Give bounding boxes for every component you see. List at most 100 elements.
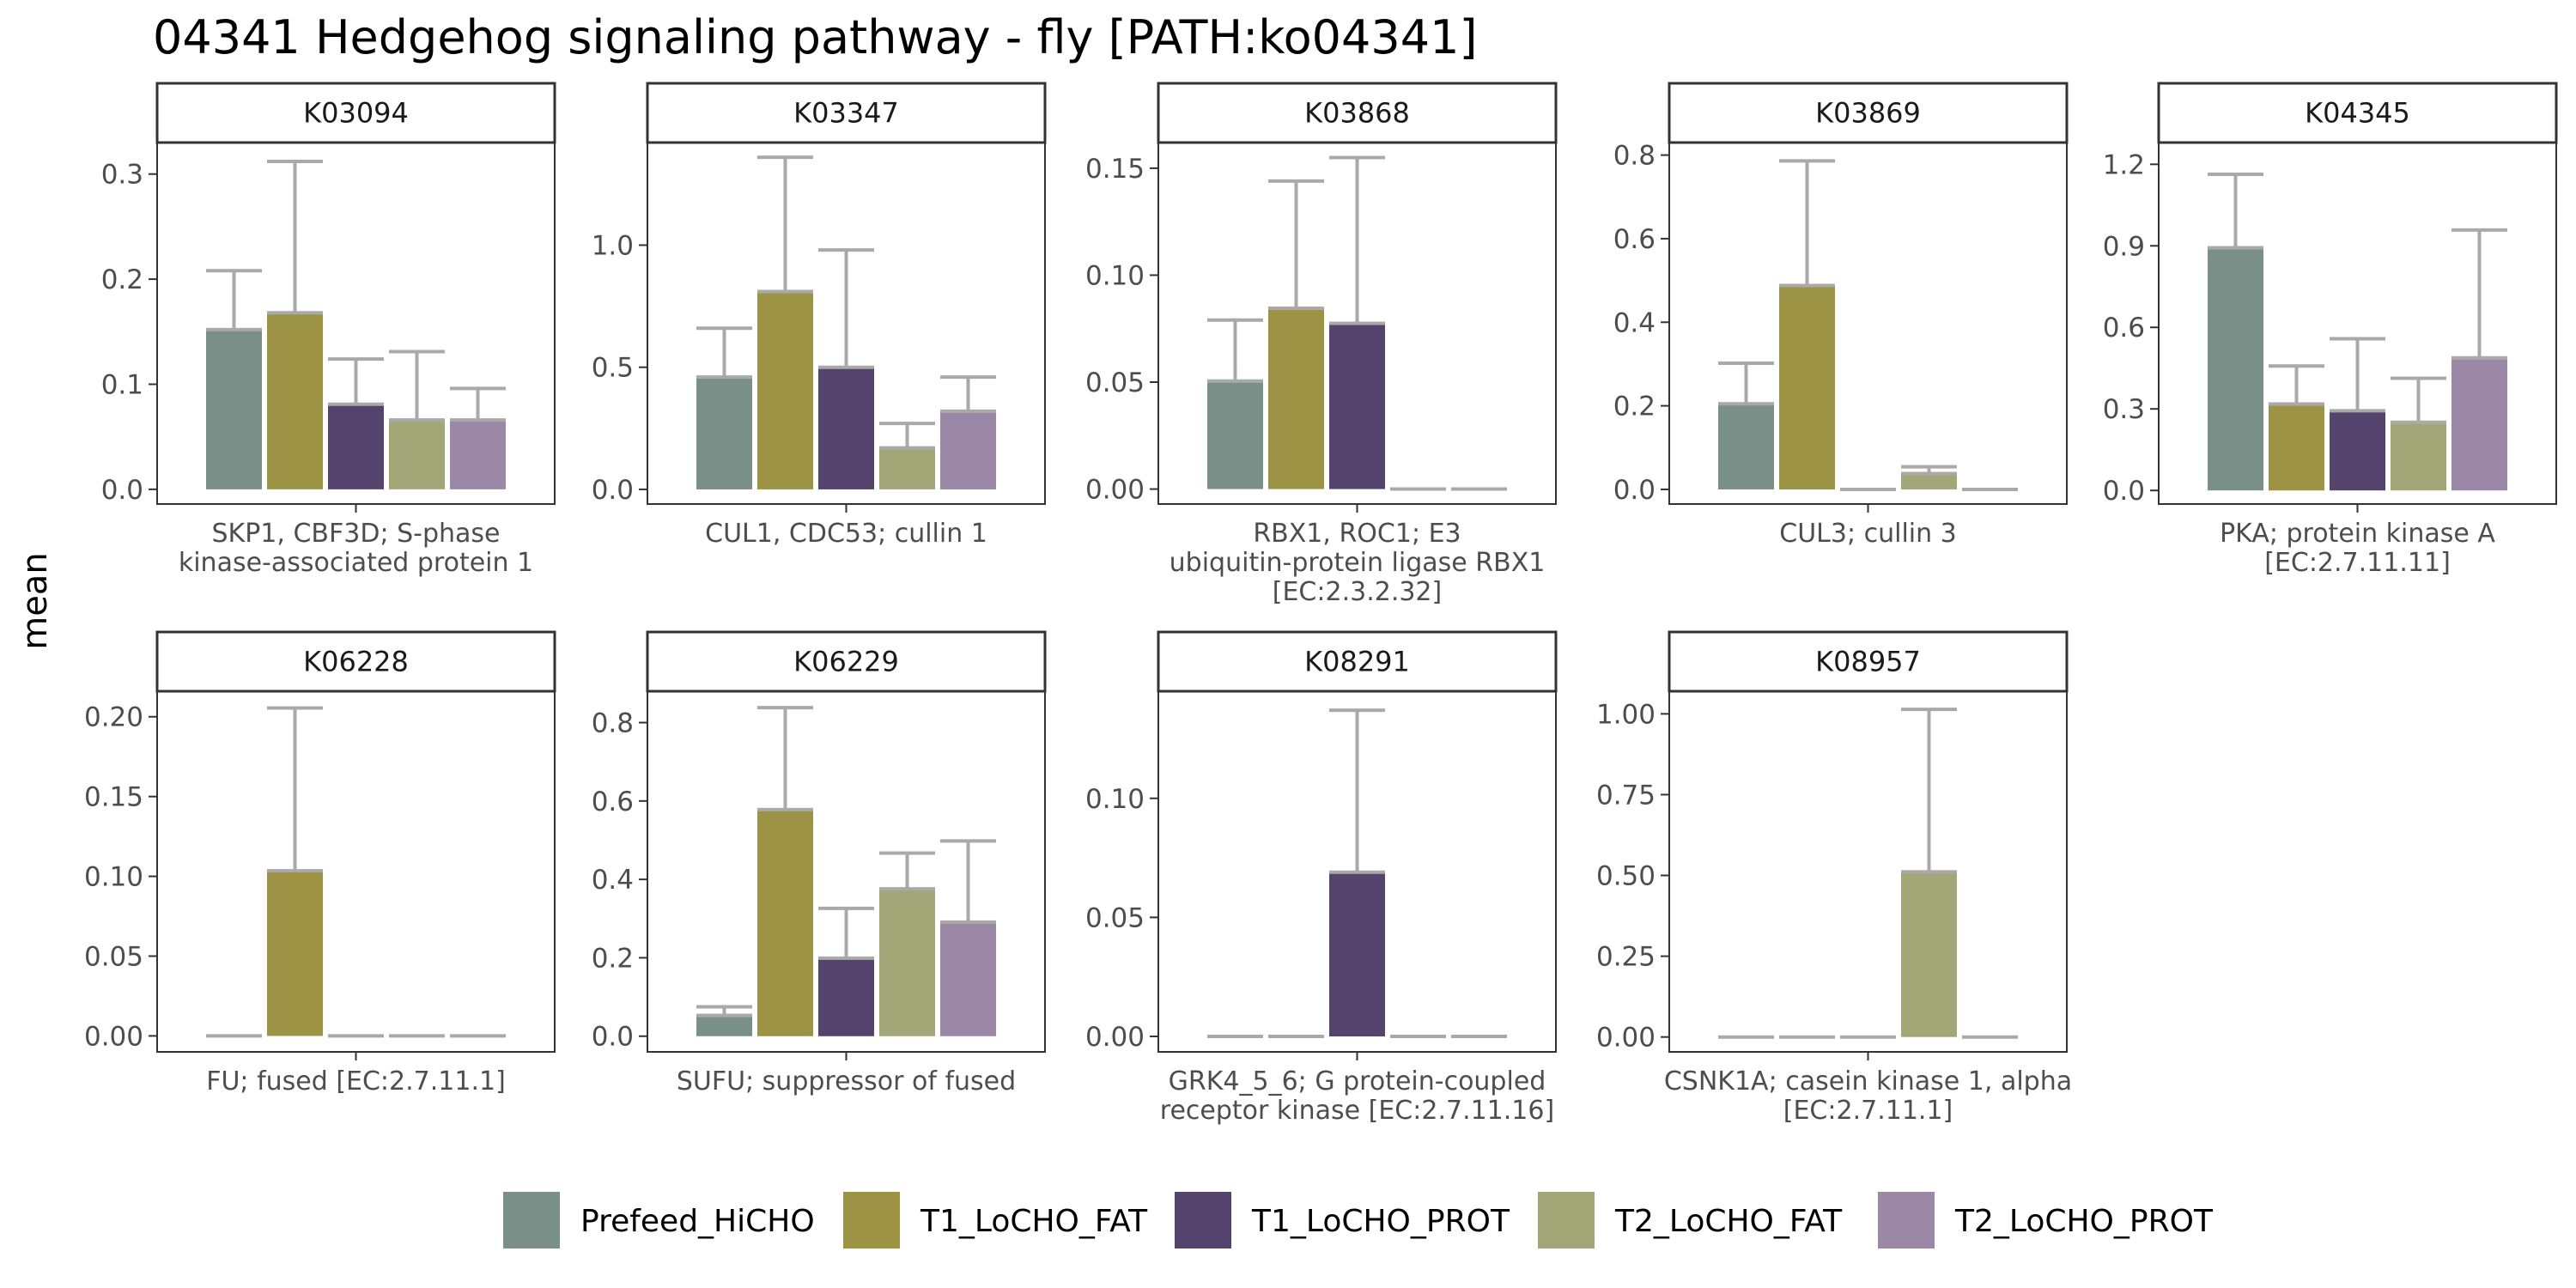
x-category-label: CUL3; cullin 3 bbox=[1779, 519, 1957, 549]
x-category-label: GRK4_5_6; G protein-coupled receptor kina… bbox=[1160, 1066, 1554, 1126]
legend: Prefeed_HiCHO T1_LoCHO_FAT T1_LoCHO_PROT T2… bbox=[503, 1192, 2214, 1249]
bar-t1-locho-fat bbox=[1779, 285, 1835, 489]
legend-item-t1-locho-fat: T1_LoCHO_FAT bbox=[843, 1192, 1148, 1249]
bar-t1-locho-prot bbox=[2330, 410, 2385, 491]
panel-k04345: K04345 0.0 0.3 0.6 0.9 1.2 PKA; protein kinase… bbox=[2103, 82, 2558, 578]
panel-k08957: K08957 0.00 0.25 0.50 0.75 1.00 CSNK1A; casein… bbox=[1596, 630, 2072, 1126]
bar-t2-locho-prot bbox=[2451, 357, 2507, 491]
facet-strip bbox=[646, 630, 1047, 693]
bar-t1-locho-prot bbox=[818, 957, 874, 1036]
bar-prefeed-hicho bbox=[1718, 404, 1774, 489]
error-bar bbox=[879, 422, 935, 450]
error-bar bbox=[1901, 465, 1957, 476]
y-tick-label: 0.2 bbox=[1613, 392, 1656, 422]
y-tick-label: 0.75 bbox=[1596, 780, 1656, 811]
facet-strip-label: K03868 bbox=[1304, 97, 1410, 130]
bar-t2-locho-prot bbox=[450, 420, 506, 489]
y-tick-label: 1.0 bbox=[592, 230, 634, 261]
error-bar bbox=[696, 1005, 752, 1018]
y-tick-label: 0.5 bbox=[592, 353, 634, 384]
error-bar bbox=[1718, 361, 1774, 406]
error-bar bbox=[1207, 318, 1263, 383]
error-bar bbox=[267, 706, 323, 873]
y-tick-label: 0.9 bbox=[2103, 231, 2145, 262]
error-bar bbox=[696, 326, 752, 380]
legend-swatch bbox=[503, 1192, 560, 1249]
y-tick-label: 0.0 bbox=[592, 1022, 634, 1053]
bar-t1-locho-fat bbox=[1268, 308, 1324, 489]
error-bar bbox=[2269, 364, 2324, 406]
bar-t1-locho-fat bbox=[267, 871, 323, 1036]
legend-swatch bbox=[843, 1192, 900, 1249]
legend-swatch bbox=[1175, 1192, 1231, 1249]
panel-k06228: K06228 0.00 0.05 0.10 0.15 0.20 FU; fused [EC:… bbox=[84, 630, 556, 1097]
error-bar bbox=[1901, 708, 1957, 874]
y-tick-label: 0.00 bbox=[84, 1021, 143, 1052]
x-category-label: PKA; protein kinase A [EC:2.7.11.11] bbox=[2220, 519, 2495, 578]
y-tick-label: 0.2 bbox=[592, 943, 634, 974]
bar-t2-locho-prot bbox=[940, 921, 996, 1036]
y-tick-label: 0.8 bbox=[592, 708, 634, 739]
panel-k06229: K06229 0.0 0.2 0.4 0.6 0.8 SUFU; suppressor of… bbox=[592, 630, 1047, 1097]
panel-k03347: K03347 0.0 0.5 1.0 CUL1, CDC53; cullin 1 bbox=[592, 82, 1047, 549]
error-bar bbox=[2330, 337, 2385, 413]
legend-label: T1_LoCHO_PROT bbox=[1251, 1204, 1510, 1239]
error-bar bbox=[389, 349, 445, 422]
error-bar bbox=[2208, 173, 2263, 250]
bar-t2-locho-prot bbox=[940, 410, 996, 489]
bar-t1-locho-prot bbox=[1329, 323, 1385, 489]
facet-strip bbox=[155, 82, 556, 144]
bar-t2-locho-fat bbox=[1901, 872, 1957, 1037]
y-tick-label: 0.00 bbox=[1596, 1023, 1656, 1054]
bar-prefeed-hicho bbox=[206, 329, 262, 489]
facet-strip bbox=[2157, 82, 2558, 144]
y-tick-label: 0.0 bbox=[101, 475, 143, 506]
y-tick-label: 0.8 bbox=[1613, 141, 1656, 172]
y-tick-label: 0.6 bbox=[1613, 224, 1656, 255]
facet-strip-label: K04345 bbox=[2305, 97, 2410, 130]
chart-title: 04341 Hedgehog signaling pathway - fly [… bbox=[153, 10, 1478, 64]
y-tick-label: 0.4 bbox=[592, 865, 634, 896]
y-tick-label: 1.2 bbox=[2103, 149, 2145, 180]
facet-panels: K03094 0.0 0.1 0.2 0.3 SKP1, CBF3D; S-phase ki… bbox=[84, 82, 2558, 1126]
bar-t2-locho-fat bbox=[879, 447, 935, 489]
y-tick-label: 0.4 bbox=[1613, 307, 1656, 338]
y-tick-label: 0.05 bbox=[1085, 368, 1145, 398]
y-tick-label: 0.50 bbox=[1596, 861, 1656, 892]
y-tick-label: 0.0 bbox=[2103, 476, 2145, 507]
panel-k08291: K08291 0.00 0.05 0.10 GRK4_5_6; G protein-co… bbox=[1085, 630, 1558, 1126]
error-bar bbox=[206, 269, 262, 331]
y-tick-label: 0.6 bbox=[592, 787, 634, 817]
bar-t2-locho-fat bbox=[389, 420, 445, 489]
error-bar bbox=[2391, 376, 2446, 424]
error-bar bbox=[940, 375, 996, 413]
x-category-label: CSNK1A; casein kinase 1, alpha [EC:2.7.11… bbox=[1664, 1066, 2072, 1126]
facet-strip-label: K06229 bbox=[793, 646, 899, 678]
y-tick-label: 0.00 bbox=[1085, 1022, 1145, 1053]
panel-border bbox=[1668, 690, 2068, 1053]
error-bar bbox=[940, 839, 996, 924]
bar-prefeed-hicho bbox=[696, 377, 752, 489]
error-bar bbox=[818, 906, 874, 960]
bar-prefeed-hicho bbox=[1207, 380, 1263, 489]
facet-strip-label: K06228 bbox=[303, 646, 409, 678]
bar-t1-locho-fat bbox=[757, 809, 813, 1036]
y-tick-label: 0.0 bbox=[1613, 475, 1656, 506]
legend-item-prefeed-hicho: Prefeed_HiCHO bbox=[503, 1192, 815, 1249]
legend-item-t1-locho-prot: T1_LoCHO_PROT bbox=[1175, 1192, 1510, 1249]
legend-item-t2-locho-fat: T2_LoCHO_FAT bbox=[1538, 1192, 1843, 1249]
x-category-label: CUL1, CDC53; cullin 1 bbox=[705, 519, 987, 549]
bar-t1-locho-fat bbox=[757, 291, 813, 489]
bar-t2-locho-fat bbox=[1901, 473, 1957, 489]
bar-t1-locho-prot bbox=[818, 367, 874, 489]
y-axis-label: mean bbox=[15, 552, 55, 649]
error-bar bbox=[450, 386, 506, 422]
facet-strip-label: K03869 bbox=[1815, 97, 1921, 130]
bar-prefeed-hicho bbox=[2208, 247, 2263, 491]
error-bar bbox=[2451, 228, 2507, 360]
legend-swatch bbox=[1538, 1192, 1595, 1249]
bar-t1-locho-prot bbox=[328, 404, 384, 489]
legend-label: T2_LoCHO_PROT bbox=[1954, 1204, 2214, 1239]
x-category-label: FU; fused [EC:2.7.11.1] bbox=[206, 1066, 506, 1097]
